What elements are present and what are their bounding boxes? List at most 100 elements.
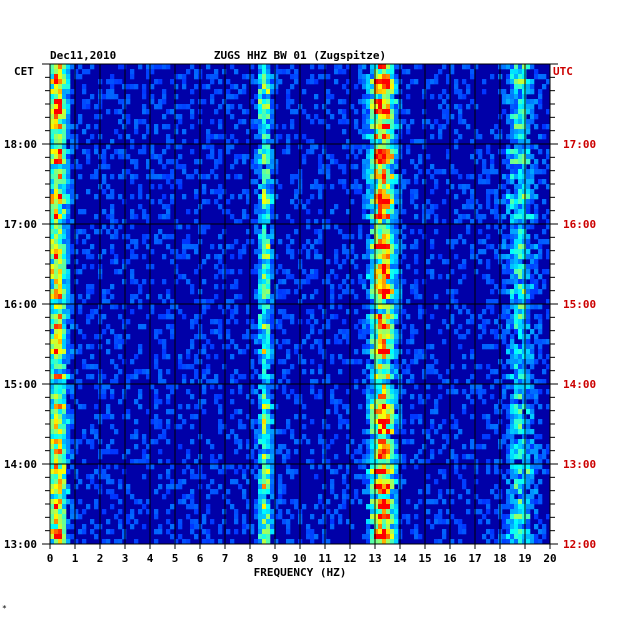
heatmap-cell xyxy=(386,364,391,370)
heatmap-cell xyxy=(462,274,467,280)
heatmap-cell xyxy=(374,194,379,200)
heatmap-cell xyxy=(214,199,219,205)
heatmap-cell xyxy=(506,164,511,170)
heatmap-cell xyxy=(262,239,267,245)
heatmap-cell xyxy=(310,359,315,365)
heatmap-cell xyxy=(270,449,275,455)
heatmap-cell xyxy=(130,249,135,255)
heatmap-cell xyxy=(110,439,115,445)
heatmap-cell xyxy=(178,354,183,360)
heatmap-cell xyxy=(538,304,543,310)
heatmap-cell xyxy=(214,294,219,300)
heatmap-cell xyxy=(538,179,543,185)
heatmap-cell xyxy=(390,514,395,520)
heatmap-cell xyxy=(246,504,251,510)
heatmap-cell xyxy=(346,409,351,415)
heatmap-cell xyxy=(514,349,519,355)
heatmap-cell xyxy=(130,309,135,315)
heatmap-cell xyxy=(526,224,531,230)
heatmap-cell xyxy=(510,179,515,185)
heatmap-cell xyxy=(234,94,239,100)
heatmap-cell xyxy=(278,379,283,385)
heatmap-cell xyxy=(506,289,511,295)
heatmap-cell xyxy=(334,79,339,85)
heatmap-cell xyxy=(302,369,307,375)
heatmap-cell xyxy=(118,539,123,545)
heatmap-cell xyxy=(110,414,115,420)
heatmap-cell xyxy=(130,74,135,80)
heatmap-cell xyxy=(58,439,63,445)
heatmap-cell xyxy=(502,244,507,250)
heatmap-cell xyxy=(50,139,55,145)
heatmap-cell xyxy=(374,354,379,360)
heatmap-cell xyxy=(374,314,379,320)
heatmap-cell xyxy=(254,434,259,440)
heatmap-cell xyxy=(226,174,231,180)
heatmap-cell xyxy=(462,529,467,535)
heatmap-cell xyxy=(190,424,195,430)
heatmap-cell xyxy=(258,249,263,255)
heatmap-cell xyxy=(338,119,343,125)
heatmap-cell xyxy=(382,524,387,530)
heatmap-cell xyxy=(114,79,119,85)
heatmap-cell xyxy=(186,349,191,355)
heatmap-cell xyxy=(390,264,395,270)
heatmap-cell xyxy=(266,389,271,395)
heatmap-cell xyxy=(366,129,371,135)
heatmap-cell xyxy=(190,89,195,95)
heatmap-cell xyxy=(526,214,531,220)
heatmap-cell xyxy=(190,344,195,350)
heatmap-cell xyxy=(390,469,395,475)
heatmap-cell xyxy=(358,329,363,335)
heatmap-cell xyxy=(530,354,535,360)
heatmap-cell xyxy=(54,114,59,120)
heatmap-cell xyxy=(270,464,275,470)
heatmap-cell xyxy=(394,244,399,250)
heatmap-cell xyxy=(366,364,371,370)
heatmap-cell xyxy=(206,494,211,500)
heatmap-cell xyxy=(262,359,267,365)
heatmap-cell xyxy=(50,469,55,475)
heatmap-cell xyxy=(54,89,59,95)
heatmap-cell xyxy=(514,299,519,305)
heatmap-cell xyxy=(58,329,63,335)
heatmap-cell xyxy=(494,404,499,410)
heatmap-cell xyxy=(414,359,419,365)
heatmap-cell xyxy=(50,334,55,340)
x-tick-label: 2 xyxy=(97,552,104,565)
heatmap-cell xyxy=(514,524,519,530)
heatmap-cell xyxy=(342,84,347,90)
heatmap-cell xyxy=(58,364,63,370)
heatmap-cell xyxy=(338,284,343,290)
heatmap-cell xyxy=(430,424,435,430)
heatmap-cell xyxy=(402,254,407,260)
heatmap-cell xyxy=(222,364,227,370)
heatmap-cell xyxy=(202,539,207,545)
heatmap-cell xyxy=(386,424,391,430)
heatmap-cell xyxy=(314,269,319,275)
heatmap-cell xyxy=(534,144,539,150)
heatmap-cell xyxy=(546,184,551,190)
heatmap-cell xyxy=(338,339,343,345)
heatmap-cell xyxy=(110,74,115,80)
heatmap-cell xyxy=(278,484,283,490)
heatmap-cell xyxy=(258,269,263,275)
heatmap-cell xyxy=(118,109,123,115)
heatmap-cell xyxy=(482,309,487,315)
heatmap-cell xyxy=(262,464,267,470)
heatmap-cell xyxy=(254,459,259,465)
heatmap-cell xyxy=(106,539,111,545)
heatmap-cell xyxy=(430,419,435,425)
heatmap-cell xyxy=(278,514,283,520)
heatmap-cell xyxy=(234,304,239,310)
heatmap-cell xyxy=(118,369,123,375)
heatmap-cell xyxy=(58,469,63,475)
heatmap-cell xyxy=(262,499,267,505)
heatmap-cell xyxy=(218,424,223,430)
heatmap-cell xyxy=(266,484,271,490)
heatmap-cell xyxy=(386,514,391,520)
heatmap-cell xyxy=(274,504,279,510)
heatmap-cell xyxy=(194,474,199,480)
heatmap-cell xyxy=(58,119,63,125)
heatmap-cell xyxy=(338,304,343,310)
